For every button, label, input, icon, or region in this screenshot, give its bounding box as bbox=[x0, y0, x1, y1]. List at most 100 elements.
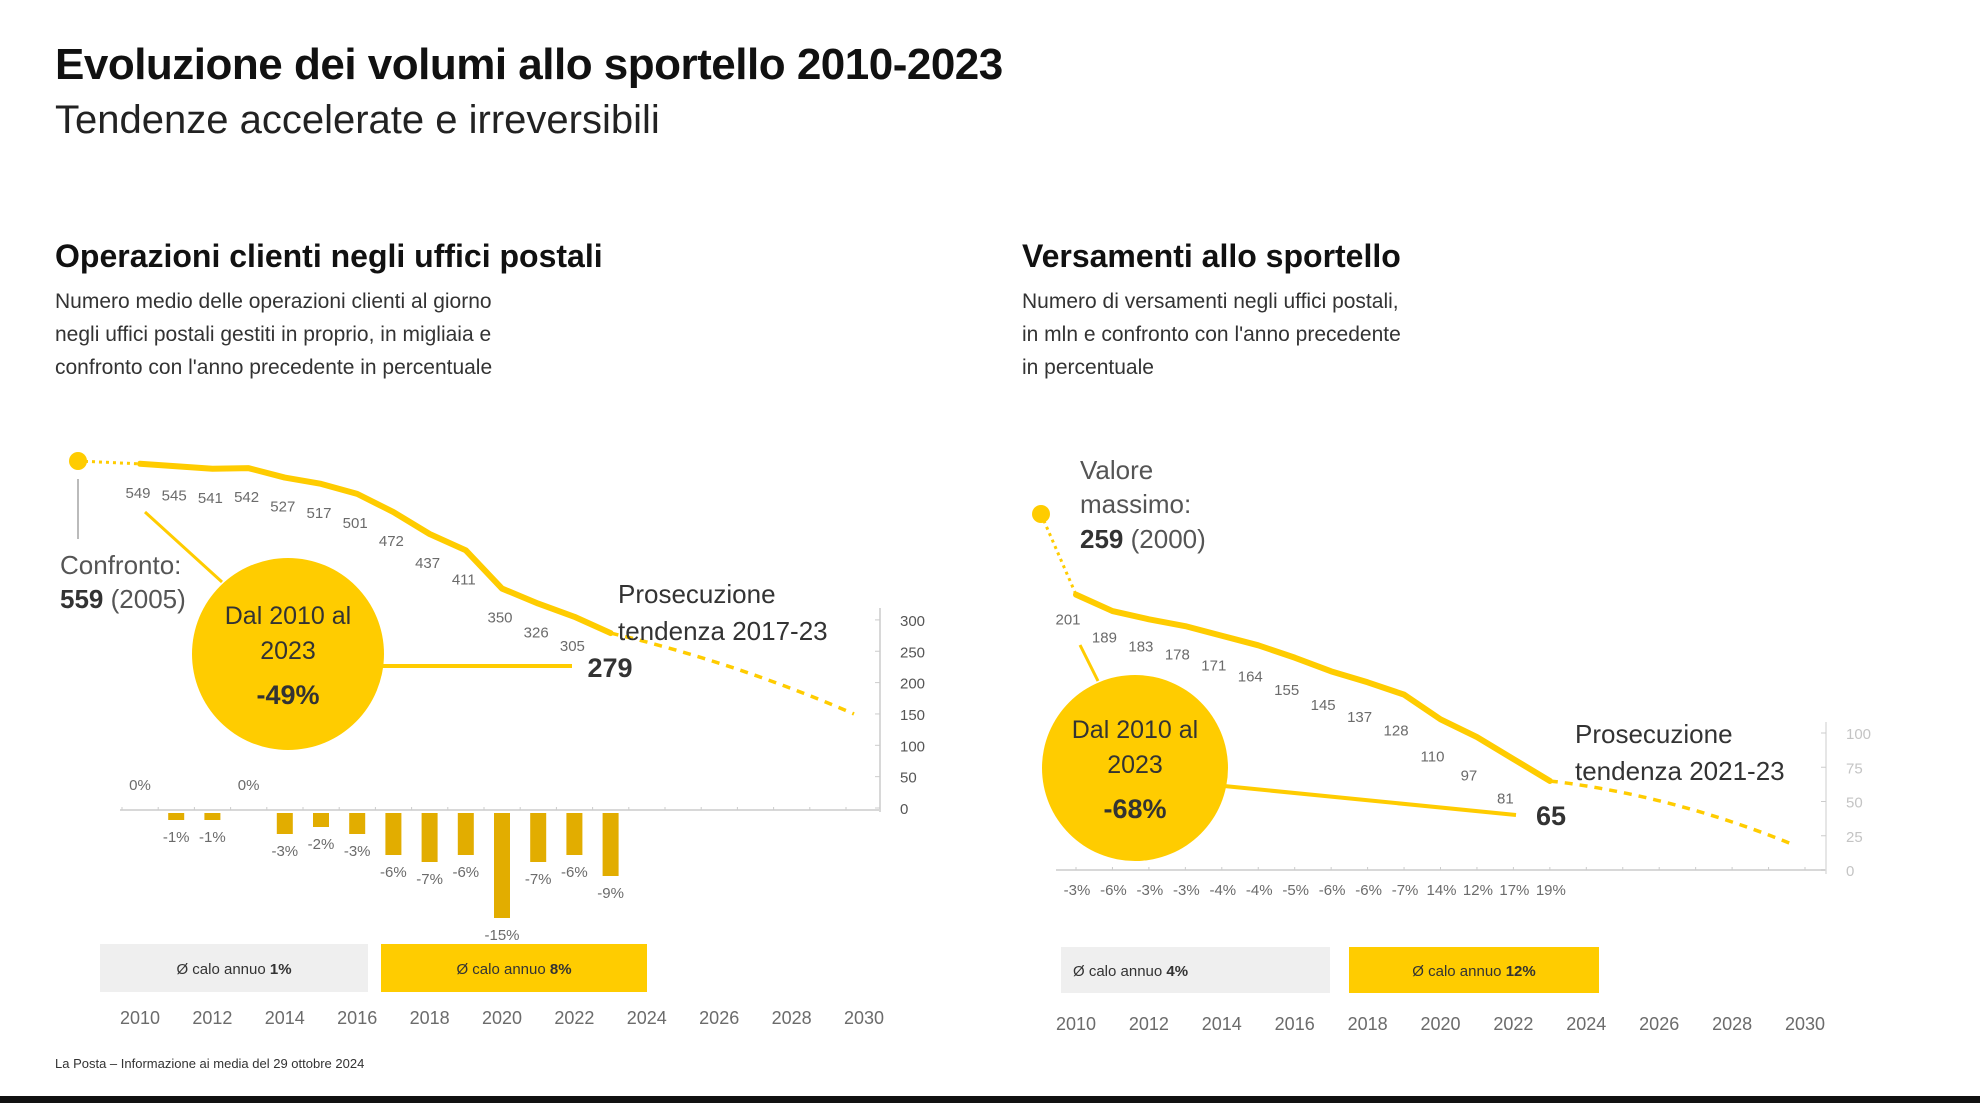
comparison-label: Confronto: bbox=[60, 550, 181, 580]
pct-label: -1% bbox=[163, 829, 190, 846]
x-tick-label: 2016 bbox=[337, 1008, 377, 1028]
x-tick-label: 2026 bbox=[1639, 1014, 1679, 1034]
x-tick-label: 2010 bbox=[120, 1008, 160, 1028]
x-tick-label: 2014 bbox=[265, 1008, 305, 1028]
pct-label: -3% bbox=[1137, 882, 1164, 899]
max-value: 259 bbox=[1080, 524, 1123, 554]
avg-decline-box bbox=[1061, 947, 1330, 993]
x-tick-label: 2012 bbox=[192, 1008, 232, 1028]
x-tick-label: 2022 bbox=[1493, 1014, 1533, 1034]
footer-note: La Posta – Informazione ai media del 29 … bbox=[55, 1056, 365, 1071]
projection-label: tendenza 2021-23 bbox=[1575, 756, 1785, 786]
avg-decline-text: Ø calo annuo 1% bbox=[176, 961, 291, 978]
pct-label: -3% bbox=[344, 843, 371, 860]
pct-bar bbox=[385, 813, 402, 855]
x-tick-label: 2024 bbox=[1566, 1014, 1606, 1034]
pct-bar bbox=[168, 813, 185, 820]
series-point bbox=[1111, 610, 1113, 612]
x-tick-label: 2024 bbox=[627, 1008, 667, 1028]
pct-bar bbox=[566, 813, 583, 855]
pct-label: -7% bbox=[416, 871, 443, 888]
series-point bbox=[248, 467, 250, 469]
comparison-dot bbox=[69, 452, 87, 470]
value-label: 549 bbox=[125, 485, 150, 502]
series-point bbox=[1294, 657, 1296, 659]
chart-2-description: Numero di versamenti negli uffici postal… bbox=[1022, 285, 1582, 384]
series-point bbox=[1512, 758, 1514, 760]
chart-2-title: Versamenti allo sportello bbox=[1022, 238, 1401, 274]
value-label: 472 bbox=[379, 533, 404, 550]
series-point bbox=[429, 533, 431, 535]
series-point bbox=[1330, 670, 1332, 672]
value-label: 97 bbox=[1461, 767, 1478, 784]
highlight-connector bbox=[1078, 644, 1100, 682]
comparison-dot bbox=[1032, 505, 1050, 523]
x-tick-label: 2016 bbox=[1275, 1014, 1315, 1034]
x-tick-label: 2010 bbox=[1056, 1014, 1096, 1034]
chart-1-description-line: Numero medio delle operazioni clienti al… bbox=[55, 290, 492, 313]
y-tick-label: 100 bbox=[900, 738, 925, 755]
y-tick-label: 50 bbox=[1846, 795, 1863, 812]
highlight-circle bbox=[1042, 675, 1228, 861]
pct-label: -5% bbox=[1282, 882, 1309, 899]
series-point bbox=[211, 468, 213, 470]
avg-decline-prefix: Ø calo annuo bbox=[1412, 963, 1501, 980]
series-point bbox=[1367, 681, 1369, 683]
pct-label: 0% bbox=[129, 777, 151, 794]
bottom-border bbox=[0, 1096, 1980, 1103]
value-label: 201 bbox=[1055, 612, 1080, 629]
value-label: 145 bbox=[1311, 697, 1336, 714]
series-point bbox=[139, 463, 141, 465]
highlight-text: 2023 bbox=[1107, 751, 1163, 779]
series-point bbox=[175, 465, 177, 467]
y-tick-label: 0 bbox=[1846, 863, 1854, 880]
pct-label: -2% bbox=[308, 836, 335, 853]
x-tick-label: 2018 bbox=[410, 1008, 450, 1028]
chart-1-title: Operazioni clienti negli uffici postali bbox=[55, 238, 603, 274]
series-point bbox=[537, 603, 539, 605]
value-label: 171 bbox=[1201, 658, 1226, 675]
x-tick-label: 2020 bbox=[1420, 1014, 1460, 1034]
avg-decline-text: Ø calo annuo 12% bbox=[1412, 963, 1535, 980]
comparison-value: 559 bbox=[60, 584, 103, 614]
page-title: Evoluzione dei volumi allo sportello 201… bbox=[55, 40, 1003, 89]
value-label: 350 bbox=[487, 610, 512, 627]
avg-decline-prefix: Ø calo annuo bbox=[1073, 963, 1162, 980]
value-label: 128 bbox=[1384, 722, 1409, 739]
series-point bbox=[392, 511, 394, 513]
pct-label: 19% bbox=[1536, 882, 1566, 899]
pct-label: -3% bbox=[1064, 882, 1091, 899]
pct-label: -9% bbox=[597, 885, 624, 902]
series-point bbox=[465, 549, 467, 551]
pct-label: 14% bbox=[1426, 882, 1456, 899]
highlight-text: 2023 bbox=[260, 637, 316, 665]
pct-label: -3% bbox=[271, 843, 298, 860]
series-point bbox=[1257, 644, 1259, 646]
series-point bbox=[284, 477, 286, 479]
series-point bbox=[573, 616, 575, 618]
value-label: 437 bbox=[415, 555, 440, 572]
x-tick-label: 2018 bbox=[1348, 1014, 1388, 1034]
max-value-line: 259 (2000) bbox=[1080, 524, 1206, 554]
pct-label: -7% bbox=[1392, 882, 1419, 899]
value-label: 110 bbox=[1421, 748, 1445, 765]
value-label: 178 bbox=[1165, 647, 1190, 664]
pct-label: -6% bbox=[1100, 882, 1127, 899]
pct-bar bbox=[421, 813, 438, 862]
max-value-label: Valore bbox=[1080, 455, 1153, 485]
value-label: 305 bbox=[560, 638, 585, 655]
avg-decline-text: Ø calo annuo 8% bbox=[456, 961, 571, 978]
x-tick-label: 2014 bbox=[1202, 1014, 1242, 1034]
x-tick-label: 2028 bbox=[1712, 1014, 1752, 1034]
last-value-label: 279 bbox=[587, 653, 632, 683]
highlight-connector bbox=[143, 510, 224, 584]
series-point bbox=[1184, 625, 1186, 627]
y-tick-label: 100 bbox=[1846, 726, 1871, 743]
pct-label: 17% bbox=[1499, 882, 1529, 899]
pct-bar bbox=[530, 813, 547, 862]
pct-bar bbox=[313, 813, 329, 827]
comparison-year: (2005) bbox=[111, 584, 186, 614]
comparison-connector bbox=[77, 459, 139, 466]
projection-line bbox=[610, 631, 855, 716]
value-label: 81 bbox=[1497, 790, 1514, 807]
